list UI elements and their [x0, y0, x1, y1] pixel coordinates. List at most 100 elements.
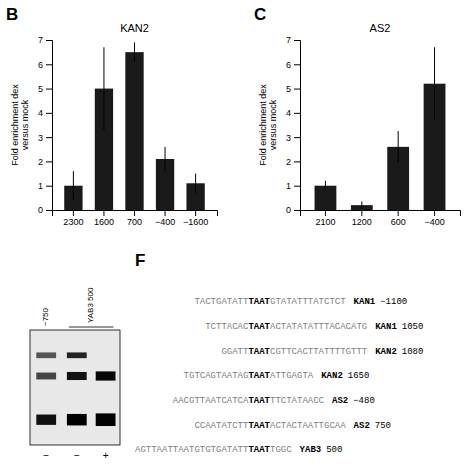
lane-sign: −	[74, 450, 80, 461]
gel-band	[67, 372, 87, 380]
tick-label: 4	[38, 108, 43, 118]
tick: 7	[286, 35, 300, 45]
bar	[125, 52, 143, 210]
tick-label: 5	[38, 84, 43, 94]
gene-label: KAN1	[375, 322, 397, 332]
tick-mark	[46, 64, 52, 65]
tick-label: 4	[286, 108, 291, 118]
tick-mark	[134, 210, 135, 216]
lane-label: −750	[41, 307, 50, 326]
tick: 5	[38, 84, 52, 94]
sequence-motif: TAAT	[248, 347, 270, 357]
error-bar	[325, 181, 326, 191]
figure: 2300 1600 700 −400 −1600 0 1 2 3 4 5 6 7 Fold enrichm…	[0, 0, 474, 474]
tick-mark	[46, 161, 52, 162]
tick-label: 1600	[94, 217, 114, 227]
tick: 4	[38, 108, 52, 118]
tick-mark	[195, 210, 196, 216]
error-bar	[195, 174, 196, 193]
gene-label: YAB3	[300, 445, 322, 455]
panel-label: F	[135, 251, 145, 270]
tick-mark	[294, 64, 300, 65]
error-bar	[398, 131, 399, 163]
sequence: TTCTATAACC	[270, 396, 325, 406]
sequence: AACGTTAATCATCA	[173, 396, 249, 406]
position-label: −1100	[380, 297, 407, 307]
panel-label: B	[6, 5, 18, 24]
tick-mark	[73, 210, 74, 216]
tick-mark	[46, 113, 52, 114]
sequence-motif: TAAT	[248, 371, 270, 381]
sequence: CCAATATCTT	[194, 421, 249, 431]
sequence-motif: TAAT	[248, 445, 270, 455]
tick-mark	[294, 137, 300, 138]
sequence: TCTTACAC	[205, 322, 249, 332]
tick: 2	[286, 157, 300, 167]
title: KAN2	[120, 22, 149, 34]
tick-label: −1600	[183, 217, 208, 227]
gel-band	[36, 415, 56, 425]
gel-band	[96, 413, 116, 426]
tick-label: 3	[38, 133, 43, 143]
tick: 1600	[94, 210, 114, 227]
tick-label: 2	[38, 157, 43, 167]
error-bar	[134, 42, 135, 61]
title: AS2	[370, 22, 391, 34]
axis-line	[301, 211, 461, 217]
tick-label: 3	[286, 133, 291, 143]
gene-label: KAN2	[321, 371, 343, 381]
error-bar	[165, 147, 166, 171]
tick: 2	[38, 157, 52, 167]
tick: 1	[38, 181, 52, 191]
tick: 4	[286, 108, 300, 118]
tick: 5	[286, 84, 300, 94]
gene-label: KAN1	[354, 297, 376, 307]
sequence: ATTGAGTA	[270, 371, 314, 381]
tick: 3	[38, 133, 52, 143]
tick-label: 1200	[352, 217, 372, 227]
panel: F−750YAB3 500−−+TACTGATATTTAATGTATATTTAT…	[30, 251, 423, 461]
plot-area	[315, 47, 446, 210]
position-label: 500	[326, 445, 342, 455]
sequence: AGTTAATTAATGTGTGATATT	[135, 445, 249, 455]
tick: 6	[286, 60, 300, 70]
sequence: ACTATATATTTACACATG	[270, 322, 367, 332]
tick-label: −400	[155, 217, 175, 227]
tick-label: 2100	[315, 217, 335, 227]
axis-line	[53, 211, 218, 217]
sequence: ACTACTAATTGCAA	[270, 421, 346, 431]
sequence-motif: TAAT	[248, 421, 270, 431]
tick: 1	[286, 181, 300, 191]
tick-mark	[294, 113, 300, 114]
gel-band	[36, 352, 56, 358]
sequence: GGATT	[221, 347, 249, 357]
sequence: TGGC	[270, 445, 292, 455]
tick-label: −400	[424, 217, 444, 227]
tick: −1600	[183, 210, 208, 227]
gene-label: AS2	[354, 421, 370, 431]
gel	[30, 330, 120, 445]
tick-mark	[294, 210, 300, 211]
tick-mark	[361, 210, 362, 216]
tick-mark	[103, 210, 104, 216]
tick: 2100	[315, 210, 335, 227]
tick: 2300	[63, 210, 83, 227]
y-axis-title: Fold enrichment dexversus mock	[258, 84, 278, 166]
sequence: GTATATTTATCTCT	[270, 297, 346, 307]
tick-label: 700	[127, 217, 142, 227]
bracket	[69, 327, 114, 328]
axis-line	[46, 41, 53, 211]
tick: 7	[38, 35, 52, 45]
lane-label: YAB3 500	[86, 287, 95, 323]
tick-label: 6	[38, 60, 43, 70]
tick-mark	[46, 89, 52, 90]
panel: 23001600700−400−160001234567Fold enrichm…	[6, 5, 218, 227]
tick: 6	[38, 60, 52, 70]
tick: 700	[127, 210, 142, 227]
tick-label: 1	[38, 181, 43, 191]
plot-area	[64, 42, 205, 210]
gene-label: AS2	[332, 396, 348, 406]
tick-label: 6	[286, 60, 291, 70]
tick: 0	[286, 205, 300, 215]
position-label: 1650	[348, 371, 370, 381]
